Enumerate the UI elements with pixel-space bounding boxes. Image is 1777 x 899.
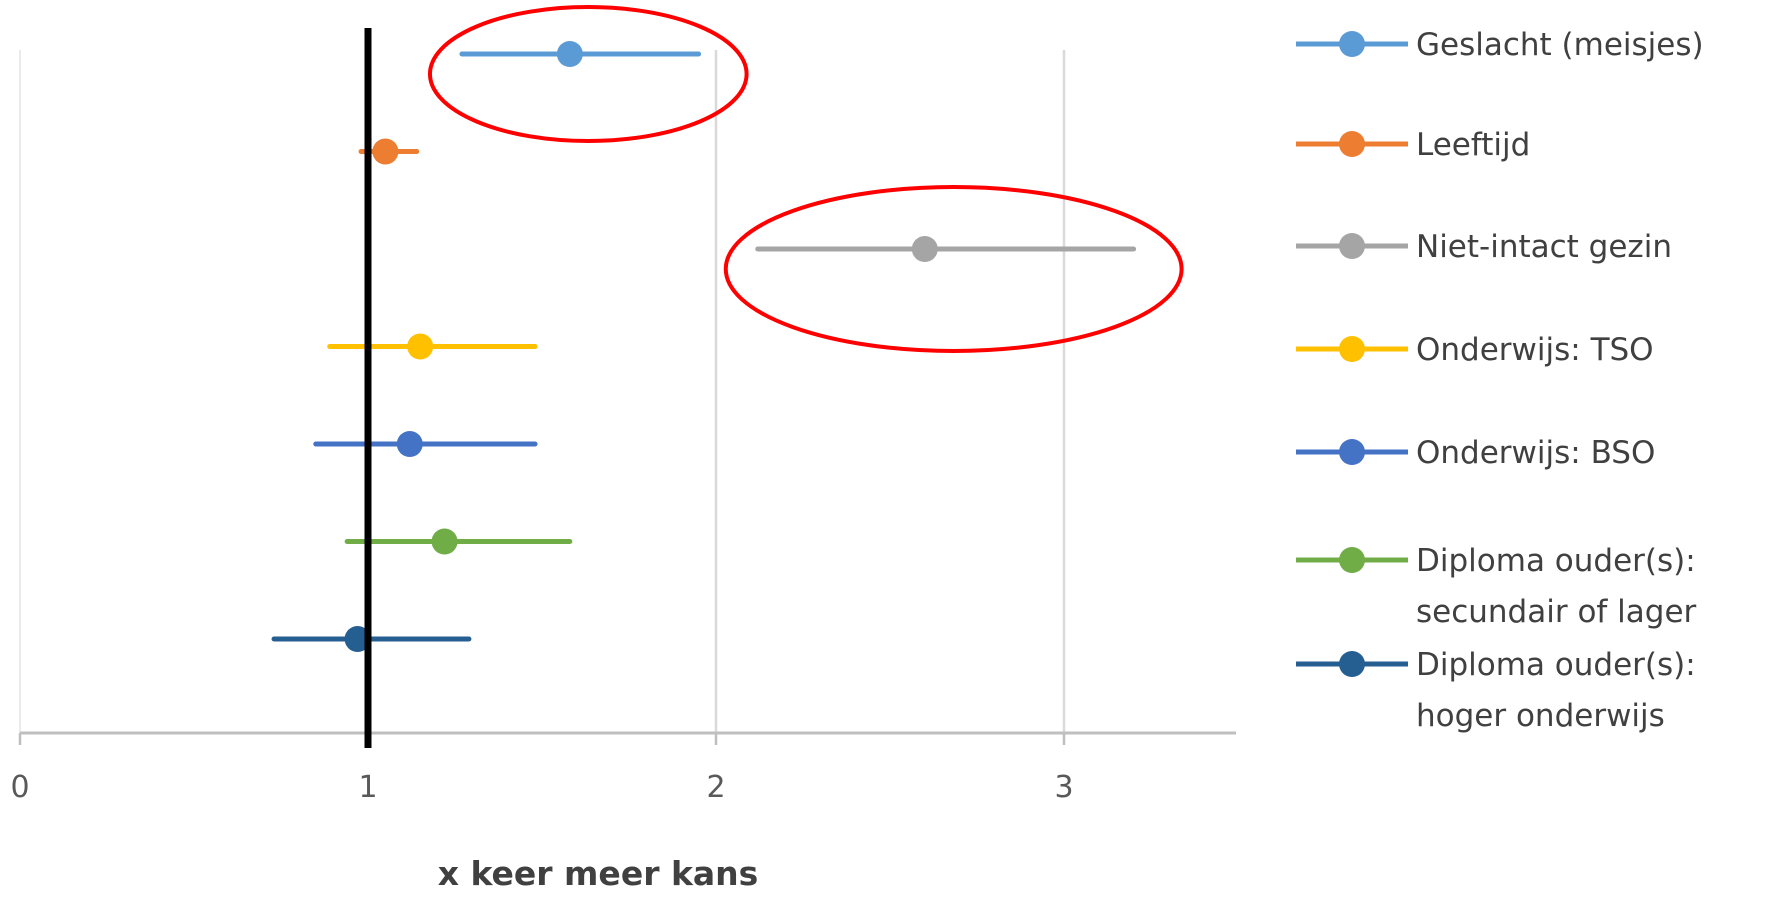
legend-entry: Niet-intact gezin <box>1296 229 1672 265</box>
legend-label: Diploma ouder(s): <box>1416 543 1696 579</box>
legend-marker <box>1339 233 1365 259</box>
point-estimate-marker <box>911 236 938 262</box>
legend-label: Onderwijs: BSO <box>1416 435 1655 471</box>
legend-marker <box>1339 131 1365 157</box>
legend: Geslacht (meisjes) Leeftijd Niet-intact ge… <box>1296 27 1704 734</box>
x-tick-label: 1 <box>358 770 377 805</box>
legend-marker <box>1339 439 1365 465</box>
legend-marker <box>1339 31 1365 57</box>
series-markers <box>271 41 1137 652</box>
legend-entry: Diploma ouder(s): secundair of lager <box>1296 543 1697 630</box>
point-estimate-marker <box>556 41 583 67</box>
legend-marker <box>1339 651 1365 677</box>
point-estimate-marker <box>372 138 399 165</box>
legend-entry: Leeftijd <box>1296 127 1530 163</box>
legend-label: Diploma ouder(s): <box>1416 647 1696 683</box>
legend-label: Niet-intact gezin <box>1416 229 1672 265</box>
legend-label: Geslacht (meisjes) <box>1416 27 1704 63</box>
legend-label: hoger onderwijs <box>1416 698 1665 734</box>
legend-label: Onderwijs: TSO <box>1416 332 1654 368</box>
series-group <box>459 41 702 67</box>
highlight-ellipse <box>723 185 1184 353</box>
x-axis-title: x keer meer kans <box>438 854 759 893</box>
point-estimate-marker <box>431 528 458 555</box>
legend-label: secundair of lager <box>1416 594 1697 630</box>
legend-entry: Onderwijs: BSO <box>1296 435 1655 471</box>
highlight-ellipse <box>427 5 749 143</box>
x-tick-label: 2 <box>706 770 725 805</box>
point-estimate-marker <box>344 626 371 652</box>
legend-marker <box>1339 547 1365 573</box>
x-axis: 0 1 2 3 <box>10 731 1236 805</box>
gridlines <box>19 50 1066 733</box>
annotations <box>427 5 1184 353</box>
x-tick-label: 3 <box>1054 770 1073 805</box>
series-group <box>313 431 538 457</box>
legend-entry: Diploma ouder(s): hoger onderwijs <box>1296 647 1696 734</box>
series-group <box>327 333 538 360</box>
legend-entry: Onderwijs: TSO <box>1296 332 1654 368</box>
point-estimate-marker <box>407 333 434 360</box>
series-group <box>344 528 573 555</box>
point-estimate-marker <box>396 431 423 457</box>
legend-marker <box>1339 336 1365 362</box>
x-tick-label: 0 <box>10 770 29 805</box>
legend-entry: Geslacht (meisjes) <box>1296 27 1704 63</box>
series-group <box>755 236 1137 262</box>
legend-label: Leeftijd <box>1416 127 1530 163</box>
